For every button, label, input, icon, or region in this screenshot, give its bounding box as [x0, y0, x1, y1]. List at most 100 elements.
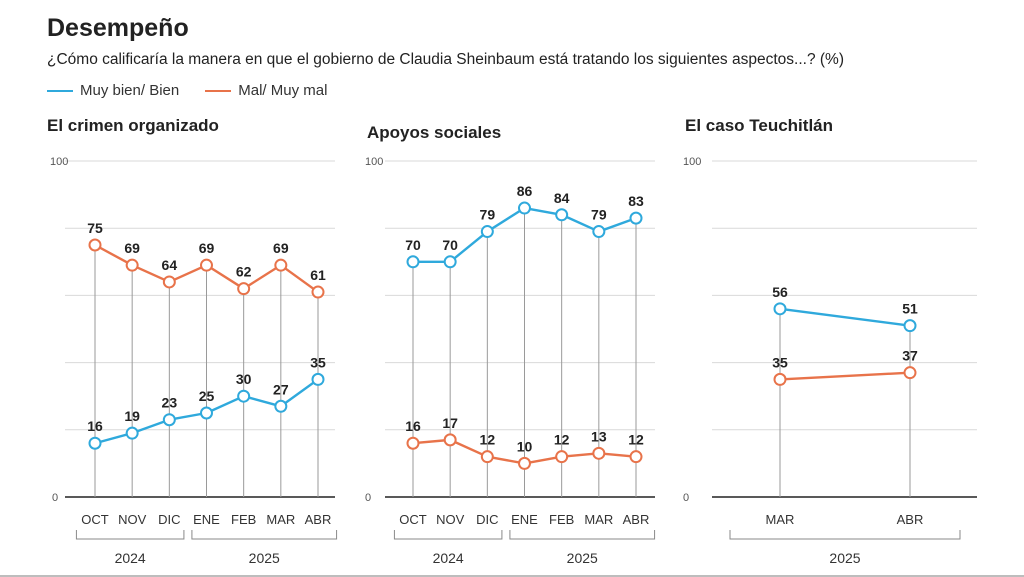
chart2-series-good-point: [443, 255, 457, 269]
chart1-series-bad-point: [125, 258, 139, 272]
chart2-series-good-value-label: 83: [628, 193, 644, 209]
chart2-category-label: ENE: [511, 512, 538, 527]
chart2-category-label: DIC: [476, 512, 498, 527]
chart2-series-bad-point: [629, 450, 643, 464]
chart2-series-good-point: [518, 201, 531, 215]
chart3-title: El caso Teuchitlán: [685, 116, 833, 135]
chart2-series-bad-point: [518, 456, 531, 470]
chart1-series-bad-point: [162, 275, 176, 289]
chart2-series-good-value-label: 70: [405, 237, 421, 253]
chart1-series-good-point: [274, 399, 288, 413]
chart3-series-good-point: [903, 319, 917, 333]
chart2-series-good-point: [592, 225, 606, 239]
chart3-series-bad-value-label: 35: [772, 354, 788, 370]
chart1-series-bad-value-label: 69: [273, 240, 289, 256]
chart1-series-bad-point: [200, 258, 213, 272]
chart2-series-bad-value-label: 17: [442, 415, 458, 431]
chart2-series-good-value-label: 79: [480, 207, 496, 223]
legend-item-bad: Mal/ Muy mal: [205, 82, 327, 99]
chart2-ytick-label: 100: [365, 156, 383, 168]
chart1-series-good-value-label: 19: [124, 408, 140, 424]
chart2-series-bad-value-label: 16: [405, 418, 421, 434]
chart2-series-good-point: [629, 211, 643, 225]
chart3-ytick-label: 0: [683, 492, 689, 504]
chart1-series-good-value-label: 16: [87, 418, 103, 434]
chart3-ytick-label: 100: [683, 156, 701, 168]
legend-item-good: Muy bien/ Bien: [47, 82, 179, 99]
chart1-series-bad-point: [274, 258, 288, 272]
chart2-series-bad-point: [406, 436, 420, 450]
chart1-ytick-label: 0: [52, 492, 58, 504]
chart1-series-good-point: [311, 372, 325, 386]
chart1-series-bad-value-label: 69: [199, 240, 215, 256]
chart1-series-good-point: [88, 436, 102, 450]
chart1-year-bracket: [75, 530, 185, 540]
chart1-series-good-point: [162, 413, 176, 427]
chart2-series-bad-value-label: 12: [480, 432, 496, 448]
chart1-series-bad-point: [311, 285, 325, 299]
chart2-series-good-value-label: 86: [517, 183, 533, 199]
chart1-ytick-label: 100: [50, 156, 68, 168]
chart2-category-label: OCT: [399, 512, 427, 527]
chart2-series-bad-point: [443, 433, 457, 447]
legend: Muy bien/ Bien Mal/ Muy mal: [47, 82, 353, 99]
chart2-ytick-label: 0: [365, 492, 371, 504]
chart3-series-bad-point: [773, 372, 787, 386]
chart1-category-label: NOV: [118, 512, 147, 527]
chart1-category-label: DIC: [158, 512, 180, 527]
chart2-series-bad-value-label: 12: [554, 432, 570, 448]
chart1-category-label: ENE: [193, 512, 220, 527]
chart1-series-good-value-label: 30: [236, 371, 252, 387]
chart1-series-bad-point: [237, 282, 251, 296]
chart3-category-label: ABR: [897, 512, 924, 527]
chart2-category-label: MAR: [584, 512, 613, 527]
chart2-year-label: 2025: [567, 550, 598, 566]
chart2-series-bad-point: [480, 450, 494, 464]
chart1-series-good-point: [237, 389, 251, 403]
legend-label-bad: Mal/ Muy mal: [238, 82, 328, 99]
chart1-year-bracket: [191, 530, 338, 540]
chart1-year-label: 2024: [115, 550, 146, 566]
chart1-category-label: OCT: [81, 512, 109, 527]
legend-swatch-bad: [205, 89, 232, 92]
chart2-series-good-value-label: 84: [554, 190, 570, 206]
chart1-series-bad-value-label: 61: [310, 267, 326, 283]
chart3-year-bracket: [729, 530, 961, 540]
chart2-series-good-point: [480, 225, 494, 239]
chart1-category-label: FEB: [231, 512, 256, 527]
chart2-series-bad-point: [592, 446, 606, 460]
chart1-series-good-point: [200, 406, 213, 420]
chart2-year-label: 2024: [433, 550, 464, 566]
chart2-category-label: NOV: [436, 512, 465, 527]
chart1-series-bad-value-label: 64: [162, 257, 178, 273]
legend-label-good: Muy bien/ Bien: [80, 82, 180, 99]
chart2-series-good-point: [555, 208, 569, 222]
chart2-series-good-value-label: 70: [442, 237, 458, 253]
chart3-series-bad-line: [779, 371, 911, 381]
chart2-series-good-point: [406, 255, 420, 269]
chart3-series-good-line: [779, 307, 911, 327]
chart1-series-bad-point: [88, 238, 102, 252]
legend-swatch-good: [47, 89, 73, 92]
chart2-series-bad-value-label: 12: [628, 432, 644, 448]
chart2-title: Apoyos sociales: [367, 123, 501, 142]
chart2-series-bad-value-label: 13: [591, 428, 607, 444]
chart3-series-bad-point: [903, 366, 917, 380]
chart3-year-label: 2025: [829, 550, 860, 566]
chart1-series-bad-value-label: 69: [124, 240, 140, 256]
chart2-year-bracket: [509, 530, 656, 540]
page-title: Desempeño: [47, 14, 189, 42]
chart1-series-bad-value-label: 62: [236, 264, 252, 280]
chart1-series-bad-value-label: 75: [87, 220, 103, 236]
chart3-series-bad-value-label: 37: [902, 348, 918, 364]
page-subtitle: ¿Cómo calificaría la manera en que el go…: [47, 51, 844, 68]
chart2-category-label: ABR: [623, 512, 650, 527]
chart3-series-good-value-label: 51: [902, 301, 918, 317]
chart2-year-bracket: [393, 530, 503, 540]
chart2-series-good-value-label: 79: [591, 207, 607, 223]
chart2-series-bad-point: [555, 450, 569, 464]
chart3-series-good-point: [773, 302, 787, 316]
chart1-series-good-value-label: 23: [162, 395, 178, 411]
chart1-series-good-value-label: 27: [273, 381, 289, 397]
